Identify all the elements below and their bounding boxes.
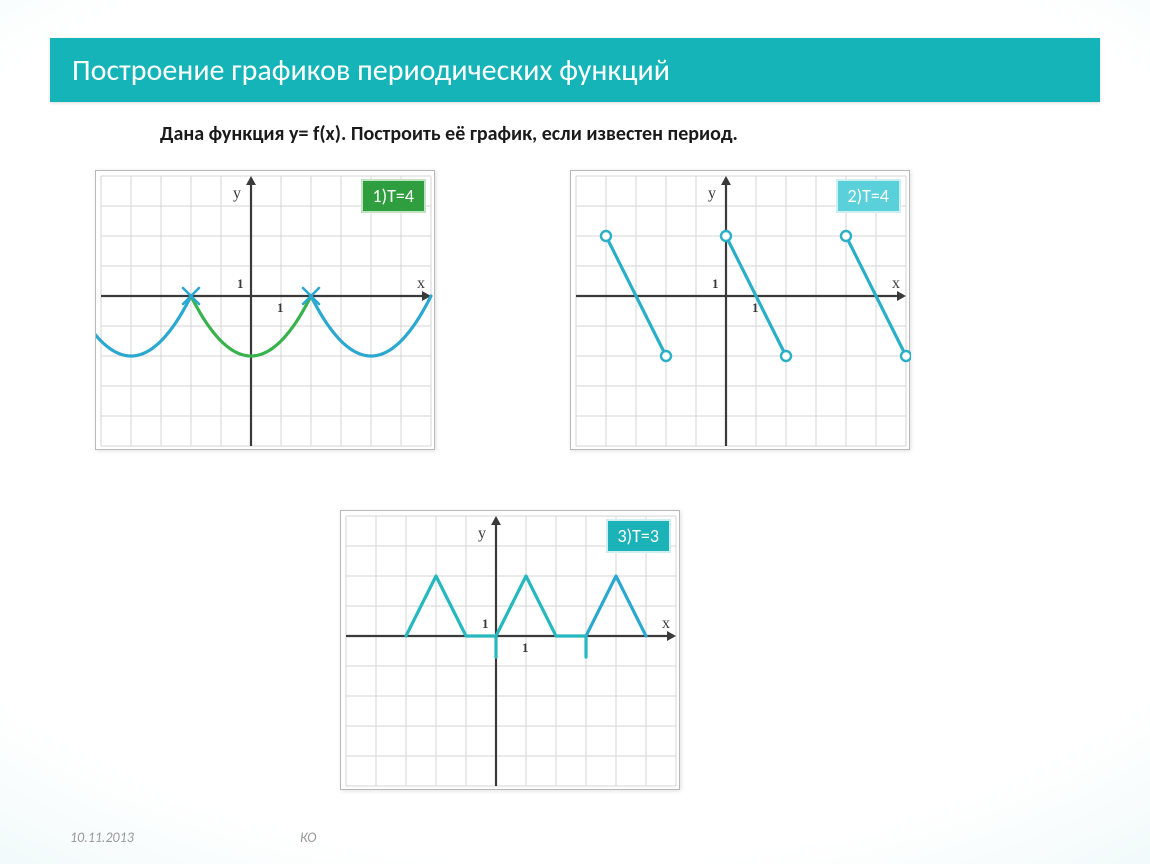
svg-text:у: у [233, 185, 241, 202]
svg-text:х: х [662, 615, 670, 632]
chart-3-badge-text: 3)Т=3 [618, 525, 659, 547]
svg-text:1: 1 [237, 276, 244, 291]
svg-text:х: х [892, 275, 900, 292]
footer-author: КО [300, 829, 316, 846]
svg-text:1: 1 [482, 616, 489, 631]
chart-2: ух11 2)Т=4 [570, 170, 910, 450]
svg-text:у: у [478, 525, 486, 542]
slide-subtitle: Дана функция у= f(x). Построить её графи… [160, 122, 738, 146]
svg-text:1: 1 [522, 640, 529, 655]
slide-title: Построение графиков периодических функци… [72, 52, 670, 89]
svg-text:1: 1 [277, 300, 284, 315]
chart-2-badge-text: 2)Т=4 [848, 185, 889, 207]
chart-1: у х 1 1 1)Т=4 [95, 170, 435, 450]
slide-title-bar: Построение графиков периодических функци… [50, 38, 1100, 102]
svg-text:у: у [708, 185, 716, 202]
svg-text:1: 1 [712, 276, 719, 291]
footer-date: 10.11.2013 [70, 829, 134, 846]
chart-2-badge: 2)Т=4 [836, 179, 901, 213]
svg-text:х: х [417, 275, 425, 292]
chart-3-badge: 3)Т=3 [606, 519, 671, 553]
chart-1-badge: 1)Т=4 [361, 179, 426, 213]
chart-3: у х 1 1 3)Т=3 [340, 510, 680, 790]
chart-1-badge-text: 1)Т=4 [373, 185, 414, 207]
